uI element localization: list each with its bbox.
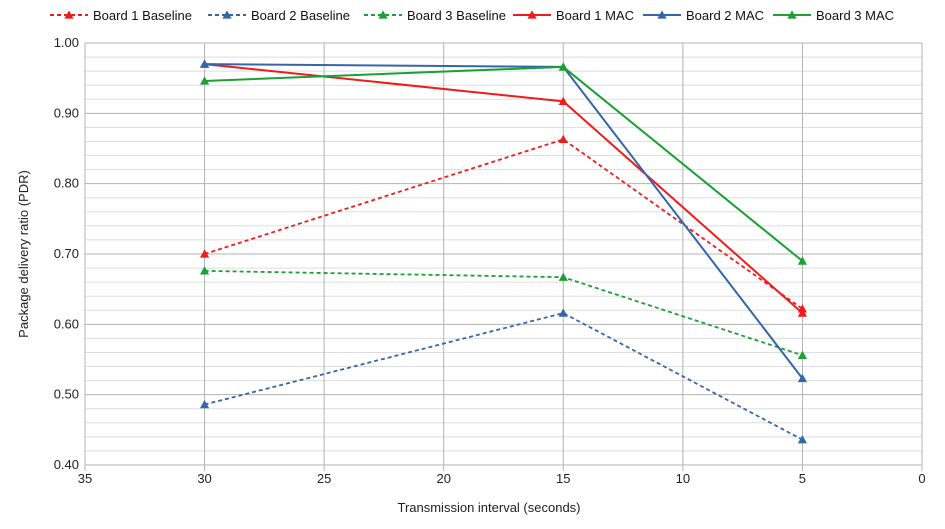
x-tick-label: 20 — [436, 471, 450, 486]
x-tick-label: 0 — [918, 471, 925, 486]
y-tick-label: 0.70 — [54, 246, 79, 261]
data-point — [797, 373, 808, 383]
x-axis-ticks: 35 30 25 20 15 10 5 0 — [78, 471, 926, 486]
x-tick-label: 25 — [317, 471, 331, 486]
data-point — [558, 308, 568, 317]
legend-swatch-marker — [657, 10, 667, 19]
legend-swatch-marker — [378, 10, 388, 19]
data-point — [797, 256, 808, 265]
data-point — [558, 134, 568, 144]
series-line-3 — [204, 269, 803, 357]
y-tick-label: 0.40 — [54, 457, 79, 472]
legend-label: Board 2 Baseline — [251, 8, 350, 23]
x-axis-title: Transmission interval (seconds) — [397, 500, 580, 515]
data-point — [199, 249, 210, 258]
data-point — [558, 62, 568, 71]
data-point — [199, 76, 210, 85]
plot-frame — [84, 42, 923, 466]
data-point — [797, 308, 808, 317]
y-tick-label: 0.80 — [54, 176, 79, 191]
legend-label: Board 3 Baseline — [407, 8, 506, 23]
data-point — [797, 435, 808, 444]
legend-label: Board 3 MAC — [816, 8, 894, 23]
series-group — [199, 59, 808, 444]
legend-swatch-marker — [222, 10, 232, 19]
data-point — [199, 59, 210, 68]
legend-label: Board 1 MAC — [556, 8, 634, 23]
series-line-2 — [204, 312, 803, 441]
x-tick-label: 5 — [799, 471, 806, 486]
series-line-1 — [204, 138, 803, 310]
data-point — [558, 272, 568, 281]
y-tick-label: 0.60 — [54, 316, 79, 331]
y-axis-ticks: 0.40 0.50 0.60 0.70 0.80 0.90 1.00 — [54, 35, 79, 472]
series-line-5 — [204, 63, 804, 380]
x-tick-label: 10 — [676, 471, 690, 486]
x-tick-label: 35 — [78, 471, 92, 486]
y-tick-label: 0.50 — [54, 387, 79, 402]
data-point — [199, 399, 210, 409]
data-point — [199, 266, 210, 275]
legend-label: Board 2 MAC — [686, 8, 764, 23]
y-tick-label: 1.00 — [54, 35, 79, 50]
plot-area-border — [84, 42, 923, 466]
data-point — [797, 350, 808, 359]
x-tick-label: 15 — [556, 471, 570, 486]
y-axis-title: Package delivery ratio (PDR) — [16, 170, 31, 338]
legend-swatch-marker — [787, 10, 797, 19]
legend-swatch-marker — [64, 10, 74, 19]
data-point — [558, 96, 568, 106]
legend-swatch-marker — [527, 10, 537, 19]
legend: Board 1 Baseline Board 2 Baseline Board 3 … — [50, 8, 894, 23]
y-tick-label: 0.90 — [54, 105, 79, 120]
legend-label: Board 1 Baseline — [93, 8, 192, 23]
x-tick-label: 30 — [197, 471, 211, 486]
